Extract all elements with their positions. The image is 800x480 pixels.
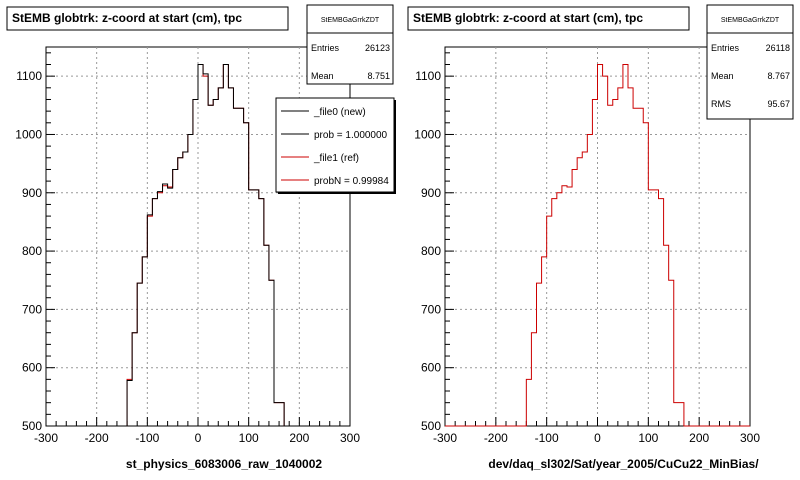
y-tick-label: 600 [22,361,42,375]
y-tick-label: 600 [421,361,441,375]
x-tick-label: 100 [638,431,658,445]
stats-value: 8.751 [367,71,390,81]
stats-box [706,4,794,120]
legend-label: probN = 0.99984 [314,176,389,187]
x-tick-label: 200 [289,431,309,445]
y-tick-label: 900 [421,186,441,200]
x-tick-label: -300 [34,431,58,445]
y-tick-label: 700 [22,302,42,316]
y-tick-label: 500 [421,419,441,433]
stats-value: 26123 [365,43,390,53]
stats-label: Mean [311,71,334,81]
histogram-series-2 [46,63,350,427]
legend-label: _file1 (ref) [313,153,359,164]
stats-label: RMS [711,99,731,109]
chart-title: StEMB globtrk: z-coord at start (cm), tp… [12,11,242,25]
stats-value: 95.67 [767,99,790,109]
x-tick-label: 100 [239,431,259,445]
x-tick-label: 300 [740,431,760,445]
title-box [6,6,289,31]
x-axis-title: st_physics_6083006_raw_1040002 [126,457,322,471]
stats-value: 8.767 [767,71,790,81]
y-tick-label: 500 [22,419,42,433]
histogram-series-1 [445,63,750,427]
stats-box [306,4,394,85]
panel-1: -300 -200 -100 0 100 200 300 500 600 700 800 900 100… [6,4,396,471]
legend-box [275,97,395,193]
chart-title: StEMB globtrk: z-coord at start (cm), tp… [413,11,643,25]
stats-label: Entries [711,43,740,53]
y-tick-label: 800 [421,244,441,258]
x-tick-label: -200 [85,431,109,445]
y-tick-label: 1100 [16,69,42,83]
y-tick-label: 1000 [414,127,441,141]
x-tick-label: 0 [594,431,601,445]
x-tick-label: 300 [340,431,360,445]
y-tick-label: 700 [421,302,441,316]
x-tick-label: 0 [195,431,202,445]
panel-2: -300 -200 -100 0 100 200 300 500 600 700 800 900 100… [407,4,794,471]
x-tick-label: 200 [689,431,709,445]
x-tick-label: -200 [484,431,508,445]
x-tick-label: -100 [535,431,559,445]
stats-name: StEMBGaGrrkZDT [321,17,380,24]
stats-label: Entries [311,43,340,53]
legend-label: prob = 1.000000 [314,130,388,141]
y-tick-label: 800 [22,244,42,258]
y-tick-label: 900 [22,186,42,200]
stats-label: Mean [711,71,734,81]
y-tick-label: 1100 [415,69,441,83]
legend-label: _file0 (new) [313,107,366,118]
x-tick-label: -300 [433,431,457,445]
y-tick-label: 1000 [15,127,42,141]
stats-value: 26118 [766,43,790,53]
x-tick-label: -100 [135,431,159,445]
stats-name: StEMBGaGrrkZDT [721,17,780,24]
title-box [407,6,690,31]
x-axis-title: dev/daq_sl302/Sat/year_2005/CuCu22_MinBi… [488,457,759,471]
